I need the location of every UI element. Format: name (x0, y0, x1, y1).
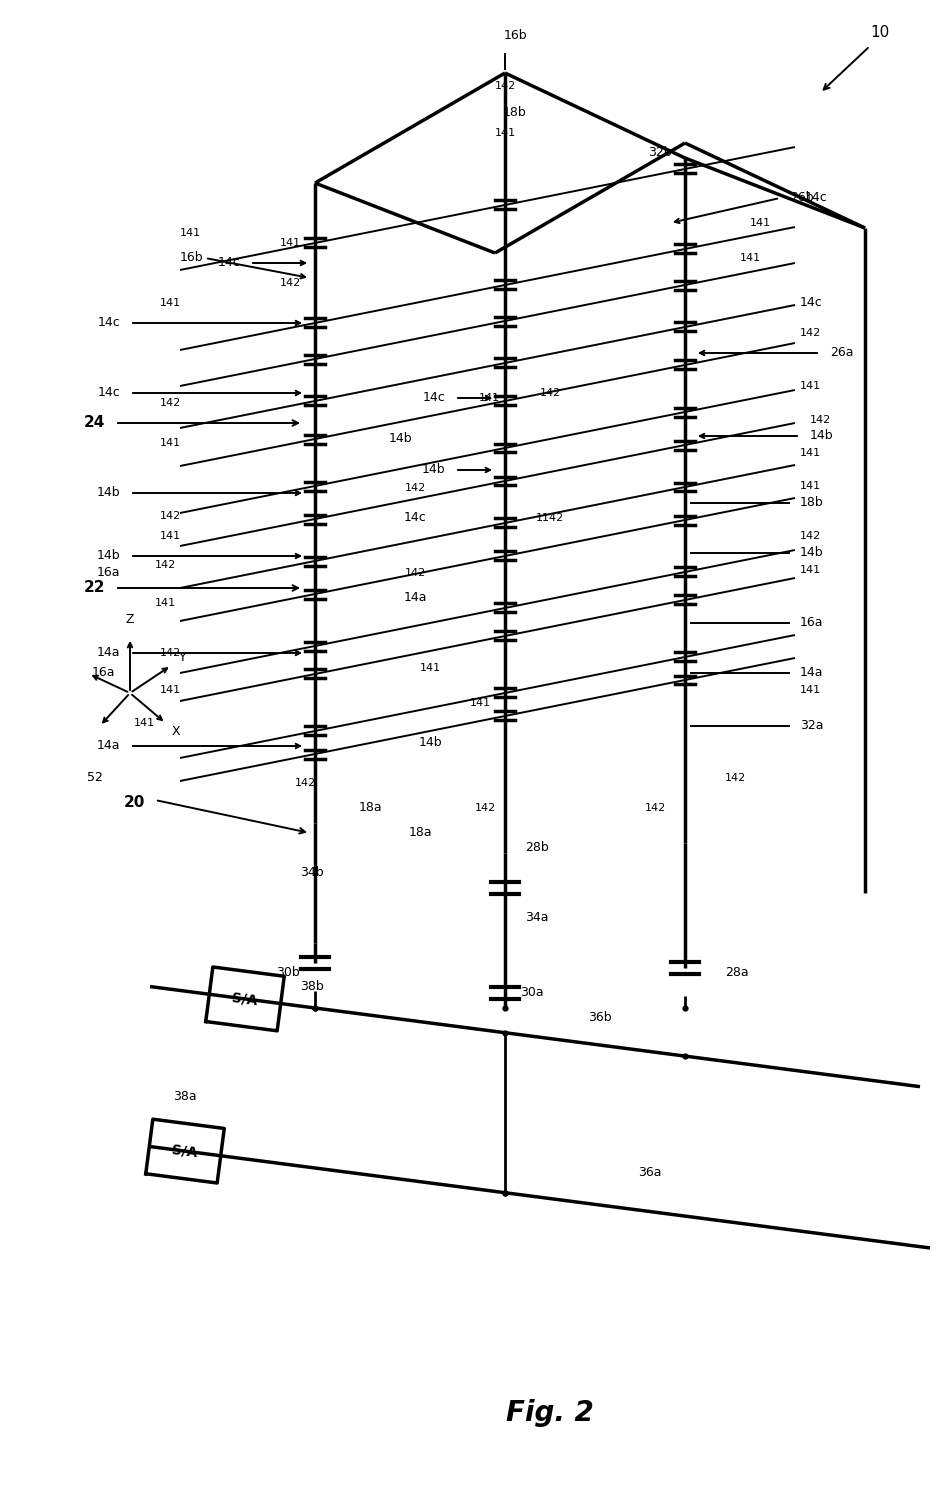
Text: 32b: 32b (648, 146, 672, 160)
Text: 14a: 14a (800, 667, 824, 680)
Text: 28a: 28a (725, 967, 749, 980)
Text: 14b: 14b (421, 463, 445, 477)
Text: Fig. 2: Fig. 2 (506, 1399, 594, 1427)
Text: 142: 142 (474, 802, 495, 813)
Text: 16a: 16a (800, 617, 824, 629)
Text: 142: 142 (160, 398, 181, 409)
Text: 14b: 14b (97, 487, 120, 499)
Text: 14b: 14b (810, 430, 833, 442)
Text: 142: 142 (160, 511, 181, 520)
Text: 142: 142 (644, 802, 665, 813)
Text: 141: 141 (160, 299, 181, 308)
Text: 30b: 30b (276, 967, 300, 980)
Text: 142: 142 (404, 569, 425, 578)
Text: 26a: 26a (830, 347, 853, 359)
Text: 14b: 14b (97, 549, 120, 562)
Text: 141: 141 (800, 382, 821, 391)
Text: 142: 142 (160, 648, 181, 657)
Text: 18b: 18b (503, 107, 527, 119)
Text: 32a: 32a (800, 719, 824, 733)
Text: Z: Z (126, 614, 134, 626)
Text: 14c: 14c (97, 317, 120, 330)
Text: 142: 142 (494, 81, 515, 90)
Text: 141: 141 (160, 437, 181, 448)
Text: Y: Y (179, 651, 187, 664)
Text: 142: 142 (279, 277, 301, 288)
Text: 141: 141 (180, 228, 201, 238)
Text: 141: 141 (800, 685, 821, 695)
Text: 141: 141 (134, 718, 155, 728)
Text: 38b: 38b (300, 980, 324, 994)
Text: 141: 141 (750, 219, 772, 228)
Text: 14a: 14a (97, 647, 120, 659)
Text: 16a: 16a (91, 667, 115, 680)
Text: 16a: 16a (97, 567, 120, 579)
Text: S/A: S/A (232, 991, 259, 1007)
Text: 38a: 38a (173, 1090, 196, 1102)
Text: 52: 52 (87, 772, 102, 784)
Text: 18b: 18b (800, 496, 824, 510)
Text: 142: 142 (294, 778, 316, 789)
Text: 14c: 14c (403, 511, 426, 525)
Text: 24: 24 (84, 416, 105, 430)
Text: 141: 141 (279, 238, 301, 247)
Text: 141: 141 (800, 448, 821, 458)
Text: 20: 20 (123, 796, 145, 810)
Text: 141: 141 (800, 566, 821, 575)
Text: 14a: 14a (403, 591, 427, 605)
Text: 141: 141 (494, 128, 515, 139)
Text: 16b: 16b (503, 30, 527, 42)
Text: X: X (172, 725, 180, 737)
Text: 34a: 34a (525, 911, 549, 924)
Text: 142: 142 (810, 415, 831, 425)
Text: 36b: 36b (588, 1012, 612, 1024)
Text: 14b: 14b (388, 431, 412, 445)
Text: 141: 141 (800, 481, 821, 492)
Text: 14b: 14b (800, 546, 824, 559)
Text: 10: 10 (870, 26, 889, 41)
Text: 14c: 14c (217, 256, 240, 270)
Text: 14c: 14c (97, 386, 120, 400)
Text: 141: 141 (479, 394, 500, 403)
Text: 18a: 18a (358, 801, 381, 814)
Text: 36a: 36a (639, 1167, 661, 1179)
Text: S/A: S/A (171, 1143, 198, 1160)
Text: 26b: 26b (790, 192, 813, 205)
Text: 22: 22 (84, 581, 105, 596)
Text: 16b: 16b (180, 252, 204, 264)
Text: 141: 141 (160, 531, 181, 541)
Text: 14a: 14a (97, 739, 120, 752)
Text: 142: 142 (155, 559, 177, 570)
Text: 28b: 28b (525, 841, 549, 855)
Text: 142: 142 (724, 774, 746, 783)
Text: 142: 142 (800, 531, 821, 541)
Text: 34b: 34b (300, 867, 324, 879)
Text: 141: 141 (470, 698, 491, 707)
Text: 14b: 14b (419, 736, 442, 749)
Text: 1142: 1142 (536, 513, 564, 523)
Text: 142: 142 (800, 329, 821, 338)
Text: 141: 141 (160, 685, 181, 695)
Text: 14c: 14c (800, 297, 823, 309)
Text: 141: 141 (419, 664, 440, 673)
Text: 142: 142 (404, 483, 425, 493)
Text: 142: 142 (540, 388, 561, 398)
Text: 18a: 18a (408, 826, 432, 840)
Text: 30a: 30a (520, 986, 544, 1000)
Text: 141: 141 (740, 253, 761, 262)
Text: 14c: 14c (422, 392, 445, 404)
Text: 14c: 14c (805, 192, 828, 205)
Text: 141: 141 (155, 599, 177, 608)
